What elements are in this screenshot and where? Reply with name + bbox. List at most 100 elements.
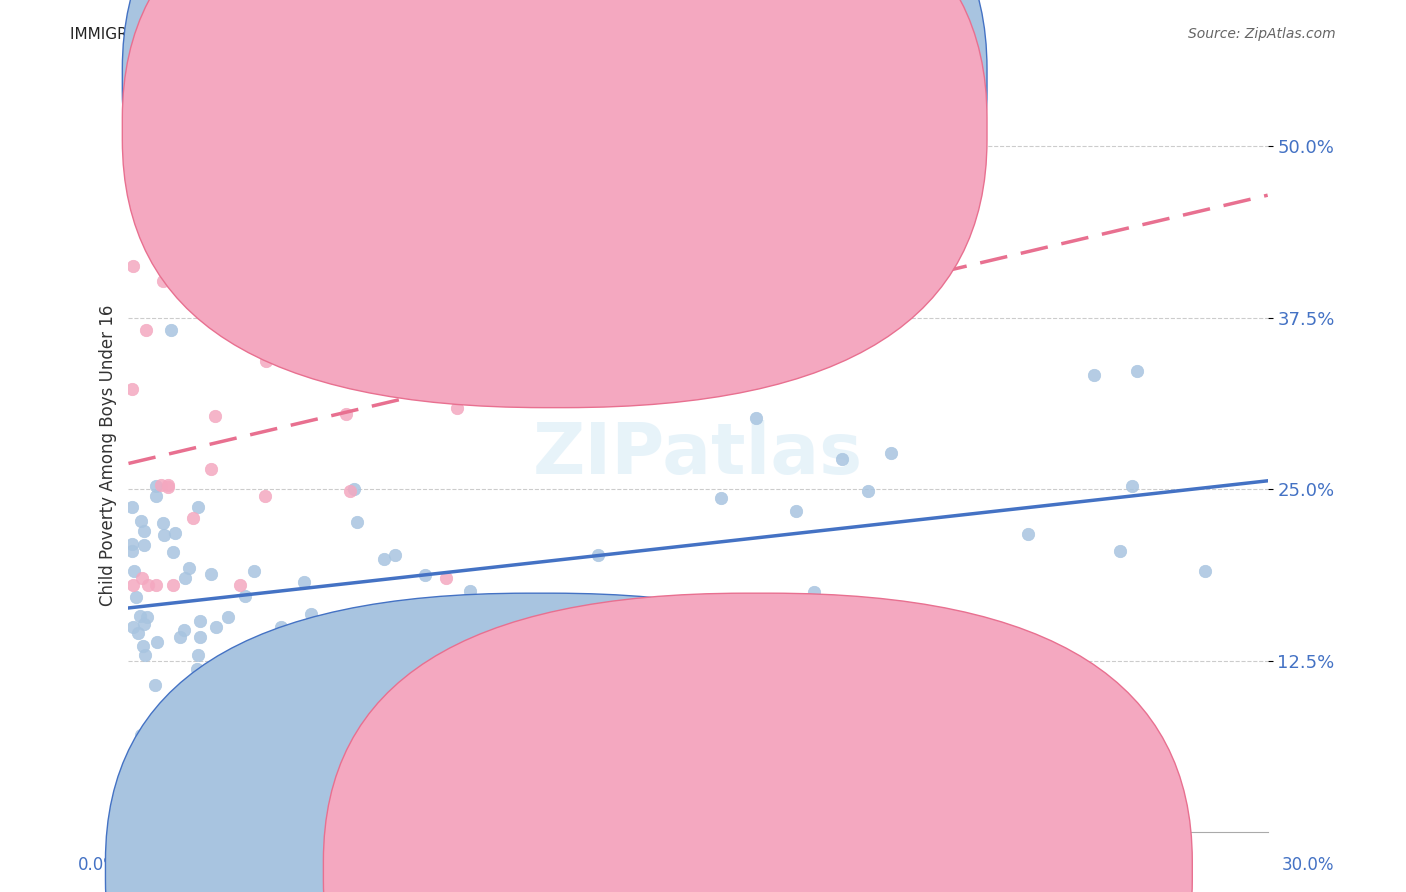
Point (150, 477, 173, 491)
Point (785, 503, 807, 517)
Point (217, 610, 239, 624)
Point (145, 489, 167, 503)
Point (1017, 526, 1039, 541)
Text: Dutch West Indians: Dutch West Indians (778, 861, 938, 879)
Point (128, 609, 150, 624)
Point (339, 483, 361, 498)
Point (132, 617, 155, 632)
Point (200, 462, 222, 476)
Point (160, 323, 183, 337)
Point (346, 515, 368, 529)
Point (440, 188, 463, 202)
Point (162, 578, 184, 592)
Text: R = 0.253   N = 26: R = 0.253 N = 26 (548, 120, 706, 138)
Point (419, 615, 441, 629)
Point (1121, 479, 1143, 493)
Point (122, 620, 145, 634)
Point (803, 585, 825, 599)
Point (121, 536, 143, 550)
Point (125, 591, 148, 605)
Point (1194, 564, 1216, 578)
Point (121, 544, 143, 558)
Point (586, 548, 609, 562)
Point (769, 601, 792, 615)
Point (710, 491, 733, 506)
Point (1126, 364, 1149, 378)
Point (243, 564, 266, 578)
Text: 0.0%: 0.0% (77, 856, 120, 874)
Point (188, 614, 211, 628)
Text: Source: ZipAtlas.com: Source: ZipAtlas.com (1188, 27, 1336, 41)
Point (143, 678, 166, 692)
Point (458, 583, 481, 598)
Text: ZIPatlas: ZIPatlas (533, 420, 863, 490)
Point (441, 600, 464, 615)
Point (446, 401, 468, 416)
Point (152, 274, 174, 288)
Point (187, 648, 209, 663)
Point (173, 623, 195, 637)
Point (759, 662, 782, 676)
Text: IMMIGRANTS FROM COLOMBIA VS DUTCH WEST INDIAN CHILD POVERTY AMONG BOYS UNDER 16 : IMMIGRANTS FROM COLOMBIA VS DUTCH WEST I… (70, 27, 983, 42)
Point (209, 306, 232, 320)
Point (270, 620, 292, 634)
Point (132, 524, 155, 538)
Point (157, 478, 180, 492)
Point (121, 382, 143, 396)
Point (294, 575, 316, 590)
Point (229, 578, 252, 592)
Point (299, 607, 322, 621)
Point (204, 409, 226, 423)
Point (1109, 544, 1132, 558)
Point (254, 354, 277, 368)
Point (163, 525, 186, 540)
Point (1083, 368, 1105, 382)
Point (141, 771, 163, 785)
Point (373, 552, 395, 566)
Point (145, 578, 167, 592)
Text: R = 0.407   N = 75: R = 0.407 N = 75 (548, 71, 706, 89)
Point (135, 323, 157, 337)
Point (121, 500, 143, 515)
Point (121, 578, 143, 592)
Point (172, 722, 194, 736)
Point (831, 452, 853, 467)
Point (475, 615, 498, 629)
Point (131, 639, 153, 653)
Point (856, 484, 879, 499)
Point (146, 634, 169, 648)
Text: 30.0%: 30.0% (1281, 856, 1334, 874)
Point (127, 625, 149, 640)
Point (188, 630, 211, 644)
Point (132, 538, 155, 552)
Point (880, 445, 903, 459)
Point (187, 500, 209, 514)
Point (316, 669, 339, 683)
Y-axis label: Child Poverty Among Boys Under 16: Child Poverty Among Boys Under 16 (100, 304, 117, 606)
Point (384, 548, 406, 562)
Point (136, 578, 159, 592)
Point (174, 571, 197, 585)
Point (131, 514, 153, 528)
Point (135, 609, 157, 624)
Point (186, 662, 208, 676)
Point (152, 516, 174, 530)
Point (434, 571, 457, 585)
Point (156, 480, 179, 494)
Point (413, 568, 436, 582)
Point (343, 482, 366, 496)
Point (143, 719, 166, 733)
Point (145, 479, 167, 493)
Point (131, 728, 153, 742)
Point (177, 561, 200, 575)
Point (253, 674, 276, 689)
Point (374, 655, 396, 669)
Point (153, 527, 176, 541)
Point (122, 259, 145, 273)
Point (162, 545, 184, 559)
Point (131, 571, 153, 585)
Point (681, 701, 703, 715)
Point (211, 668, 233, 682)
Point (745, 410, 768, 425)
Point (190, 205, 212, 219)
